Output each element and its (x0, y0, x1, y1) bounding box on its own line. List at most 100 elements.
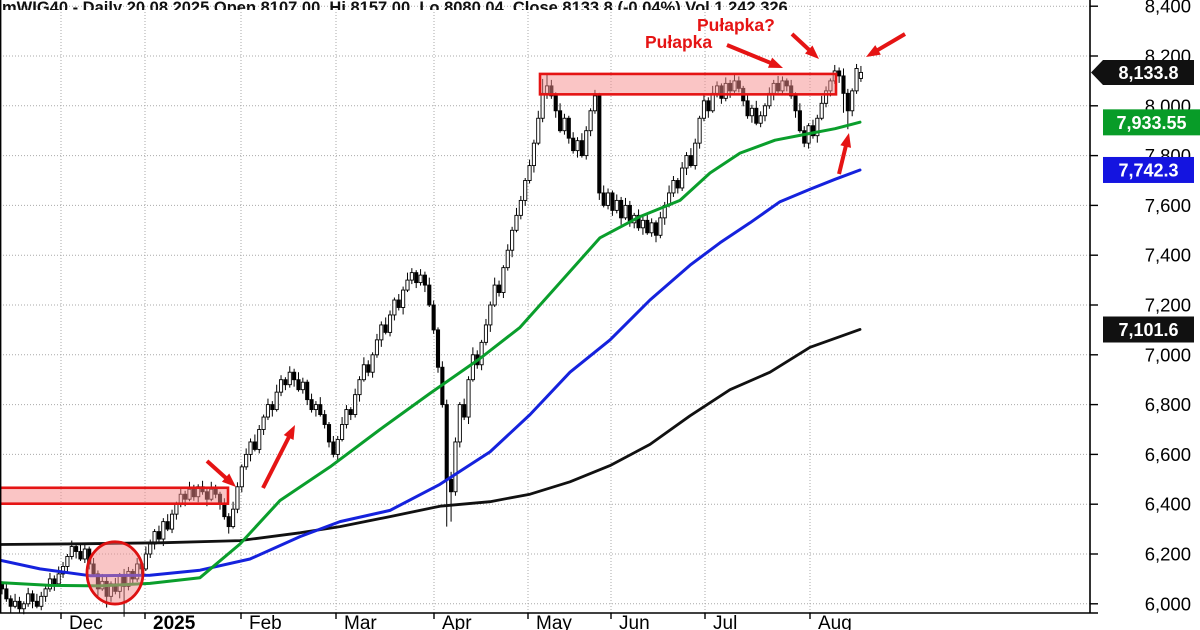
candle-up (531, 142, 536, 167)
candle-up (143, 553, 148, 570)
annotations: Pułapka?Pułapka (0, 15, 907, 606)
candle-down (322, 414, 327, 425)
candle-down (841, 75, 846, 94)
x-axis-label: Apr (442, 613, 472, 630)
candle-up (244, 453, 249, 468)
arrowhead (866, 45, 881, 57)
y-axis-label: 8,400 (1145, 0, 1191, 17)
candle-up (488, 304, 493, 326)
candle-up (575, 140, 580, 152)
candle-down (566, 117, 571, 139)
candle-up (762, 105, 768, 117)
candle-down (305, 381, 310, 401)
ma-mid-blue (0, 168, 862, 578)
candle-up (409, 272, 414, 281)
candle-up (701, 100, 707, 119)
candle-up (39, 595, 44, 607)
candlesticks (0, 63, 863, 617)
axis-frame (0, 0, 1098, 619)
candle-up (758, 115, 763, 124)
candle-down (571, 137, 576, 152)
candle-down (252, 441, 257, 450)
candle-up (697, 117, 702, 144)
price-tag-value: 7,933.55 (1116, 113, 1186, 133)
candle-up (13, 600, 18, 607)
candle-down (396, 299, 401, 308)
candle-down (283, 379, 288, 386)
candle-down (449, 478, 454, 493)
annotation-label: Pułapka (645, 32, 712, 52)
price-tag (1103, 109, 1200, 136)
candle-down (462, 404, 467, 418)
y-axis-label: 6,600 (1145, 444, 1191, 465)
candle-up (248, 441, 253, 455)
candle-up (287, 371, 292, 386)
candle-down (30, 593, 35, 602)
candle-down (17, 600, 22, 610)
candle-up (313, 404, 318, 411)
candle-up (392, 299, 397, 316)
y-axis-labels: 8,4008,2008,0007,8007,6007,4007,2007,000… (1145, 0, 1191, 614)
candle-down (366, 364, 371, 373)
candle-up (640, 219, 645, 229)
candle-up (231, 508, 236, 528)
resistance-zone (538, 72, 838, 96)
x-axis-label: May (536, 613, 572, 630)
annotation-arrow (726, 43, 778, 68)
arrowhead (767, 57, 783, 68)
candle-down (427, 284, 432, 306)
y-axis-label: 6,400 (1145, 494, 1191, 515)
candle-up (457, 404, 462, 443)
candle-up (56, 573, 61, 585)
candle-up (361, 364, 366, 381)
candle-down (601, 192, 606, 206)
candle-down (597, 95, 602, 194)
candle-up (858, 71, 863, 79)
candle-up (588, 110, 593, 132)
candle-up (540, 92, 545, 119)
candle-up (235, 486, 240, 510)
title-more-indicator: ... (792, 0, 806, 10)
candle-up (353, 394, 358, 416)
candle-up (592, 95, 598, 112)
candle-up (169, 513, 175, 530)
candle-up (470, 354, 475, 381)
candle-down (802, 130, 807, 144)
candle-down (309, 399, 314, 411)
annotation-arrow (261, 430, 294, 489)
candle-up (370, 354, 375, 373)
arrowhead (840, 133, 852, 148)
candle-up (453, 441, 458, 493)
candle-down (610, 192, 615, 211)
x-axis-labels: Dec 2025 Feb Mar Apr May Jun Jul Aug (69, 613, 852, 630)
candle-up (510, 229, 515, 251)
candle-up (43, 588, 48, 597)
candle-up (505, 249, 510, 269)
candle-up (584, 130, 589, 157)
arrowhead (221, 473, 236, 487)
candle-up (239, 466, 244, 488)
y-axis-label: 7,000 (1145, 344, 1191, 365)
candle-down (496, 284, 502, 293)
candle-down (797, 110, 802, 132)
candle-up (340, 424, 345, 440)
candle-up (614, 199, 619, 211)
candle-up (148, 543, 153, 555)
candle-up (274, 391, 279, 411)
candle-down (810, 125, 816, 137)
candle-up (514, 214, 519, 231)
y-axis-label: 7,600 (1145, 195, 1191, 216)
candle-up (65, 556, 70, 567)
last-price-tag (1091, 59, 1194, 85)
y-axis-label: 6,000 (1145, 593, 1191, 614)
candle-down (558, 110, 563, 132)
candle-up (374, 339, 380, 356)
candle-up (523, 180, 528, 201)
candle-down (383, 324, 388, 333)
candle-down (296, 379, 301, 391)
candle-up (658, 217, 663, 236)
support-zone (0, 486, 230, 506)
candle-up (623, 204, 628, 219)
candle-up (69, 546, 74, 557)
candle-down (553, 95, 558, 112)
